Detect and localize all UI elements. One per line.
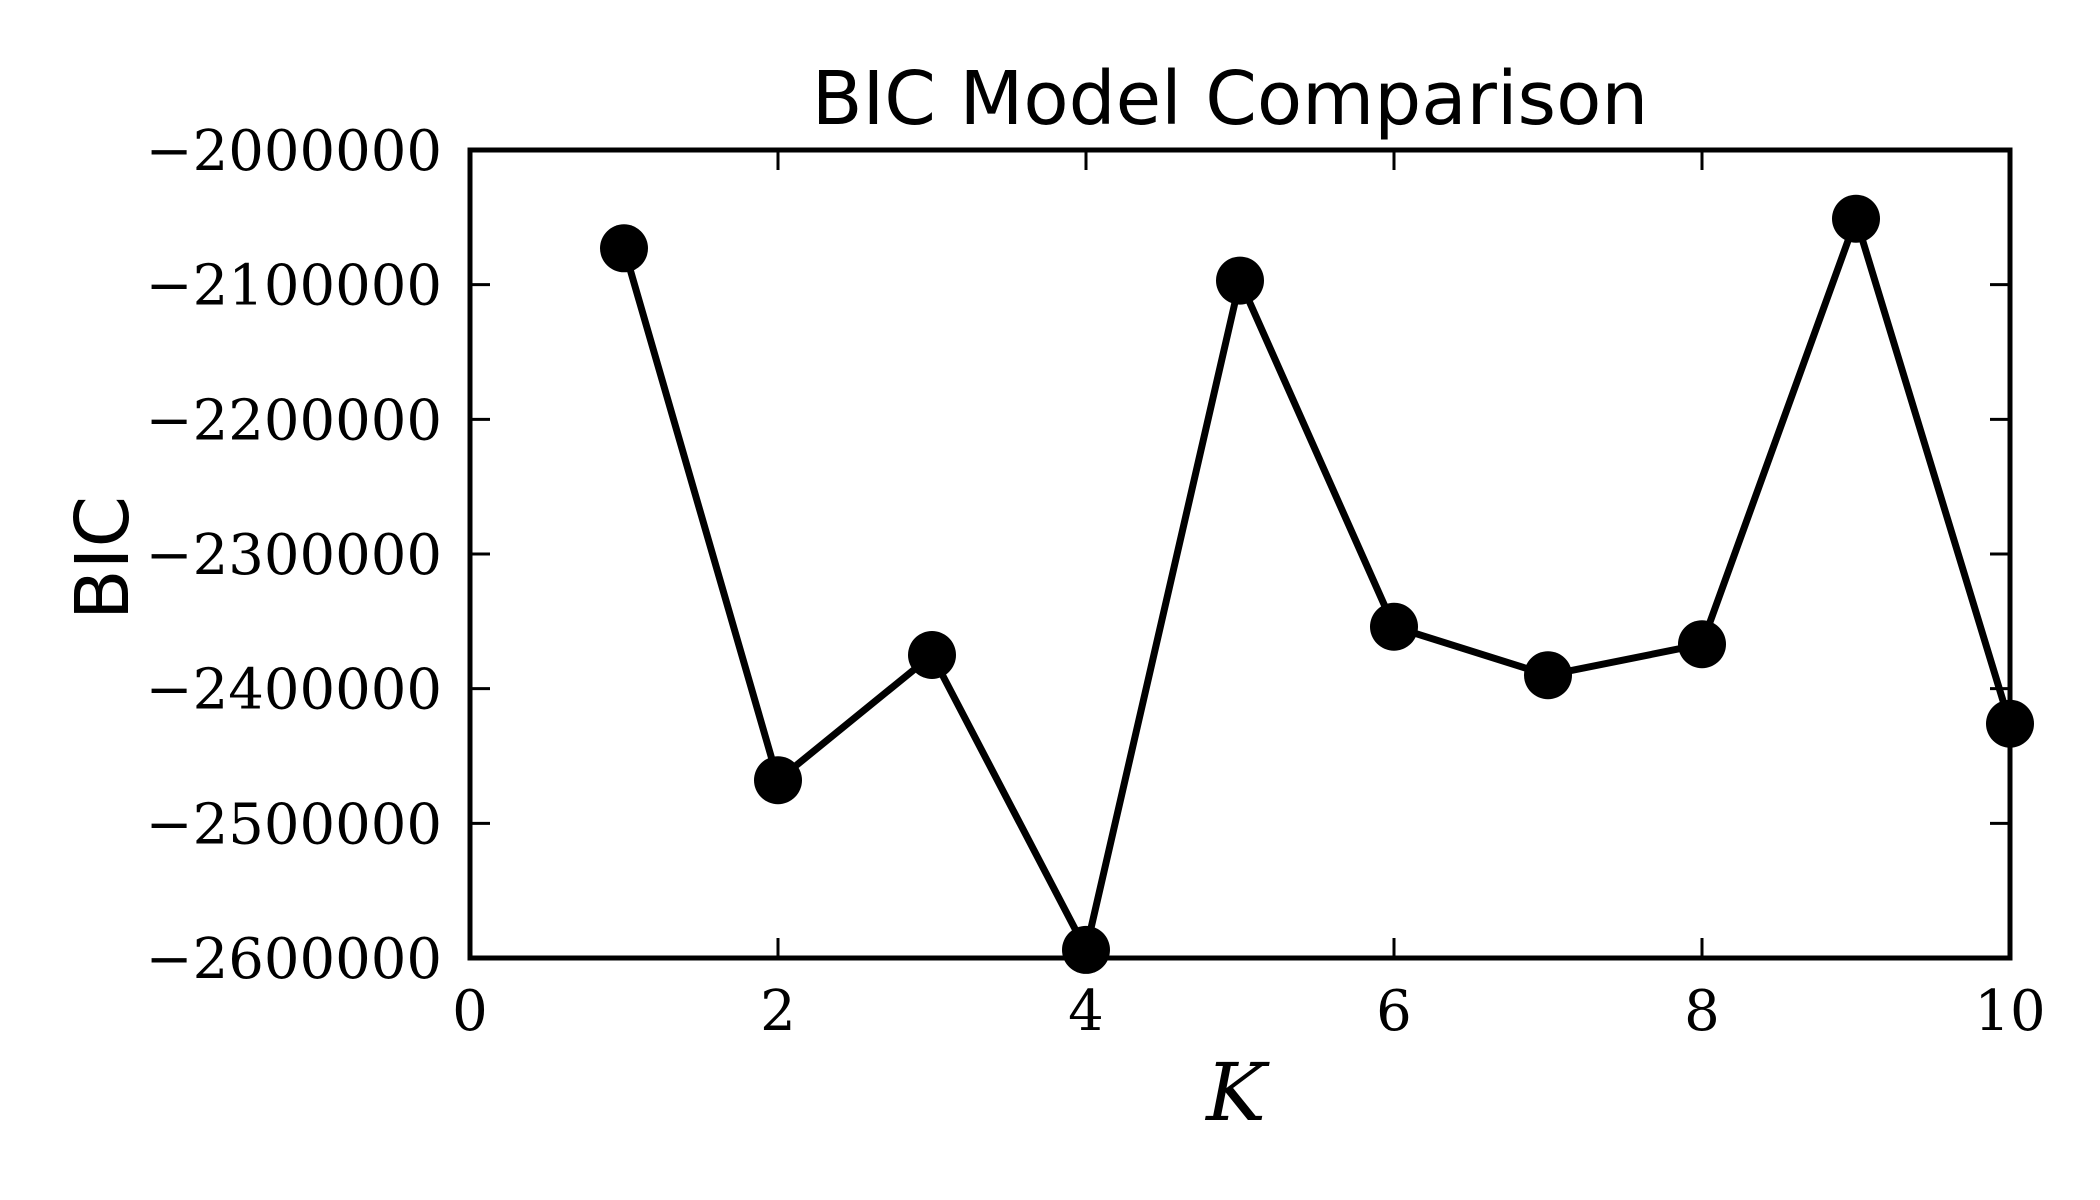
chart-title: BIC Model Comparison xyxy=(812,56,1649,142)
bic-series-line xyxy=(620,207,2014,960)
y-tick-label: −2300000 xyxy=(146,523,442,588)
x-tick-label: 8 xyxy=(1684,979,1720,1044)
y-tick-label: −2400000 xyxy=(146,658,442,723)
x-tick-label: 2 xyxy=(760,979,796,1044)
x-tick-label: 6 xyxy=(1376,979,1412,1044)
x-axis-label: K xyxy=(1204,1046,1270,1139)
data-point-k4 xyxy=(1062,925,1110,974)
y-tick-label: −2100000 xyxy=(146,254,442,319)
y-axis-label: BIC xyxy=(60,496,146,620)
data-point-k2 xyxy=(754,756,802,805)
x-tick-label: 0 xyxy=(452,979,488,1044)
y-tick-label: −2200000 xyxy=(146,388,442,453)
data-point-k1 xyxy=(600,224,648,273)
data-point-k9 xyxy=(1832,194,1880,243)
data-point-k3 xyxy=(908,631,956,679)
data-point-k8 xyxy=(1678,620,1726,669)
y-axis-tick-labels: −2000000 −2100000 −2200000 −2300000 −2400000… xyxy=(146,119,442,992)
y-tick-label: −2500000 xyxy=(146,792,442,857)
data-point-k6 xyxy=(1370,602,1418,651)
data-point-k7 xyxy=(1524,651,1572,700)
x-tick-label: 4 xyxy=(1068,979,1104,1044)
x-axis-tick-labels: 0 2 4 6 8 10 xyxy=(452,979,2045,1044)
y-tick-label: −2600000 xyxy=(146,927,442,992)
y-tick-label: −2000000 xyxy=(146,119,442,184)
x-tick-label: 10 xyxy=(1974,979,2045,1044)
data-point-k5 xyxy=(1216,256,1264,305)
plot-area-frame xyxy=(467,147,2013,961)
